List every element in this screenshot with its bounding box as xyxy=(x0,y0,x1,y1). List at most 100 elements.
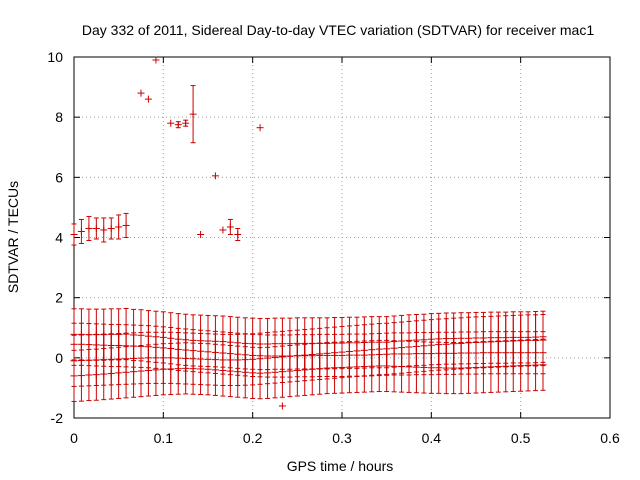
chart-title: Day 332 of 2011, Sidereal Day-to-day VTE… xyxy=(82,22,594,38)
data-point-early xyxy=(115,214,123,240)
data-point-lower xyxy=(308,343,316,396)
data-point-lower xyxy=(144,344,152,397)
data-point-outlier xyxy=(211,172,219,180)
y-tick-label: 2 xyxy=(55,290,63,306)
data-point-outlier xyxy=(234,227,242,242)
data-point-lower xyxy=(234,345,242,398)
y-tick-label: -2 xyxy=(51,410,64,426)
data-point-lower xyxy=(427,341,435,394)
data-point-outlier xyxy=(144,95,152,103)
data-point-lower xyxy=(353,340,361,393)
data-point-lower xyxy=(487,340,495,393)
data-point-outlier xyxy=(197,230,205,238)
data-point-lower xyxy=(502,340,510,393)
x-tick-label: 0.5 xyxy=(511,430,531,446)
data-point-lower xyxy=(197,342,205,396)
data-point-outlier xyxy=(256,124,264,132)
data-point-lower xyxy=(457,341,465,395)
x-tick-label: 0.3 xyxy=(332,430,352,446)
x-tick-label: 0 xyxy=(70,430,78,446)
y-tick-label: 0 xyxy=(55,350,63,366)
data-point-lower xyxy=(390,340,398,393)
data-point-lower xyxy=(345,341,353,394)
data-point-lower xyxy=(316,342,324,395)
x-tick-label: 0.2 xyxy=(243,430,263,446)
data-point-lower xyxy=(465,341,473,394)
data-point-lower xyxy=(368,340,376,393)
data-point-lower xyxy=(323,341,331,395)
data-point-lower xyxy=(92,348,100,401)
data-point-early xyxy=(122,212,130,238)
data-point-lower xyxy=(159,343,167,396)
data-point-lower xyxy=(107,347,115,400)
data-point-lower xyxy=(100,348,108,401)
data-point-lower xyxy=(286,344,294,398)
y-tick-label: 4 xyxy=(55,230,63,246)
data-point-lower xyxy=(539,338,547,391)
y-tick-label: 8 xyxy=(55,109,63,125)
data-point-lower xyxy=(494,340,502,393)
data-point-lower xyxy=(278,345,286,398)
data-point-lower xyxy=(517,339,525,392)
data-point-lower xyxy=(219,344,227,397)
data-point-lower xyxy=(167,342,175,396)
data-point-early xyxy=(77,218,85,245)
data-point-lower xyxy=(204,343,212,396)
data-point-early xyxy=(85,215,93,242)
data-layer xyxy=(70,56,547,410)
data-point-early xyxy=(70,223,78,246)
data-point-outlier xyxy=(219,226,227,234)
data-point-outlier xyxy=(189,85,197,144)
data-point-lower xyxy=(174,342,182,395)
data-point-lower xyxy=(435,341,443,394)
data-point-lower xyxy=(122,346,130,399)
x-tick-label: 0.4 xyxy=(422,430,442,446)
data-point-outlier xyxy=(182,119,190,127)
data-point-outlier xyxy=(152,56,160,64)
data-point-lower xyxy=(115,346,123,399)
data-point-lower xyxy=(70,349,78,402)
data-point-lower xyxy=(450,341,458,395)
data-point-outlier xyxy=(174,121,182,129)
data-point-lower xyxy=(420,341,428,394)
data-point-lower xyxy=(360,340,368,393)
data-point-lower xyxy=(293,344,301,397)
data-point-early xyxy=(92,217,100,240)
data-point-lower xyxy=(256,347,264,400)
y-axis-label: SDTVAR / TECUs xyxy=(5,181,21,293)
data-point-lower xyxy=(412,341,420,394)
axis-ticks: 0 0.1 0.2 0.3 0.4 0.5 0.6 -2 0 2 4 6 8 10 xyxy=(47,49,620,446)
data-point-lower xyxy=(241,346,249,399)
data-point-lower xyxy=(264,346,272,399)
data-point-lower xyxy=(211,343,219,396)
data-point-lower xyxy=(383,339,391,393)
data-point-lower xyxy=(398,340,406,393)
data-point-lower xyxy=(130,345,138,398)
data-point-lower xyxy=(77,349,85,402)
data-point-outlier xyxy=(137,89,145,97)
data-point-lower xyxy=(405,340,413,393)
data-point-lower xyxy=(524,339,532,392)
data-point-lower xyxy=(509,339,517,393)
data-point-lower xyxy=(338,341,346,394)
data-point-lower xyxy=(301,343,309,396)
data-point-lower xyxy=(182,342,190,395)
data-point-lower xyxy=(375,339,383,393)
data-point-lower xyxy=(472,341,480,394)
x-axis-label: GPS time / hours xyxy=(287,458,394,474)
data-point-lower xyxy=(532,338,540,392)
data-point-lower xyxy=(137,344,145,398)
data-point-early xyxy=(100,217,108,243)
y-tick-label: 10 xyxy=(47,49,63,65)
data-point-early xyxy=(107,217,115,240)
data-point-lower xyxy=(331,341,339,394)
x-tick-label: 0.1 xyxy=(154,430,174,446)
data-point-lower xyxy=(226,344,234,398)
data-point-lower xyxy=(479,341,487,394)
data-point-lower xyxy=(152,343,160,396)
data-point-outlier xyxy=(226,218,234,235)
data-point-lower xyxy=(271,346,279,399)
data-point-lower xyxy=(442,341,450,395)
data-point-lower xyxy=(189,342,197,395)
